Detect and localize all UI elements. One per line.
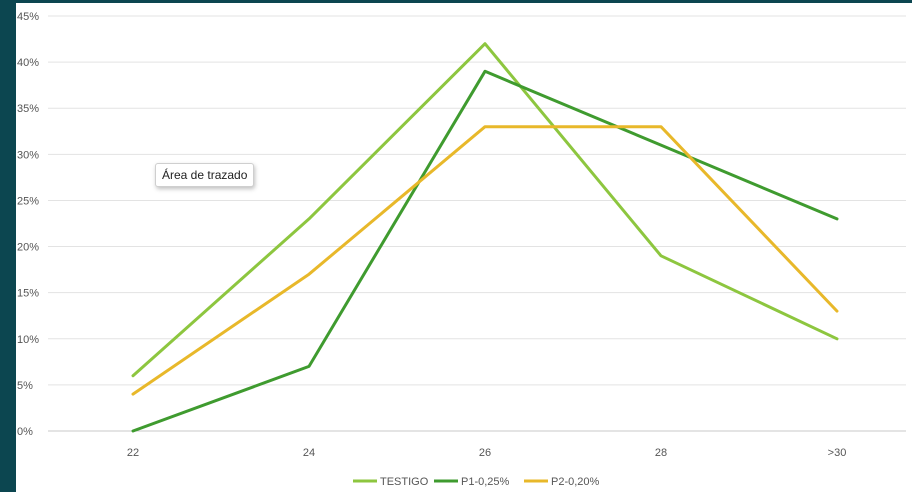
x-tick-label: >30 [828,447,847,459]
y-tick-label: 10% [17,334,39,346]
legend-label: P2-0,20% [551,476,600,488]
plot-series [131,42,839,433]
plot-area-tooltip: Área de trazado [155,163,255,187]
gridlines [48,15,906,432]
chart-frame: 0% 5% 10% 15% 20% 25% 30% 35% 40% 45% 22 24 26 28 >30… [16,3,912,492]
y-tick-label: 0% [17,426,33,438]
y-tick-label: 30% [17,149,39,161]
x-axis-ticks: 22 24 26 28 >30 [127,447,846,459]
y-tick-label: 5% [17,380,33,392]
series-line [131,42,839,378]
legend-label: P1-0,25% [461,476,510,488]
y-axis-ticks: 0% 5% 10% 15% 20% 25% 30% 35% 40% 45% [17,11,39,438]
y-tick-label: 20% [17,242,39,254]
x-tick-label: 28 [655,447,667,459]
y-tick-label: 15% [17,288,39,300]
y-tick-label: 35% [17,103,39,115]
y-tick-label: 45% [17,11,39,23]
y-tick-label: 40% [17,57,39,69]
series-line [131,69,839,433]
x-tick-label: 24 [303,447,315,459]
x-tick-label: 22 [127,447,139,459]
x-tick-label: 26 [479,447,491,459]
line-chart: 0% 5% 10% 15% 20% 25% 30% 35% 40% 45% 22 24 26 28 >30… [17,11,906,488]
series-line [131,125,839,396]
legend-label: TESTIGO [380,476,429,488]
y-tick-label: 25% [17,195,39,207]
legend: TESTIGO P1-0,25% P2-0,20% [353,476,600,488]
